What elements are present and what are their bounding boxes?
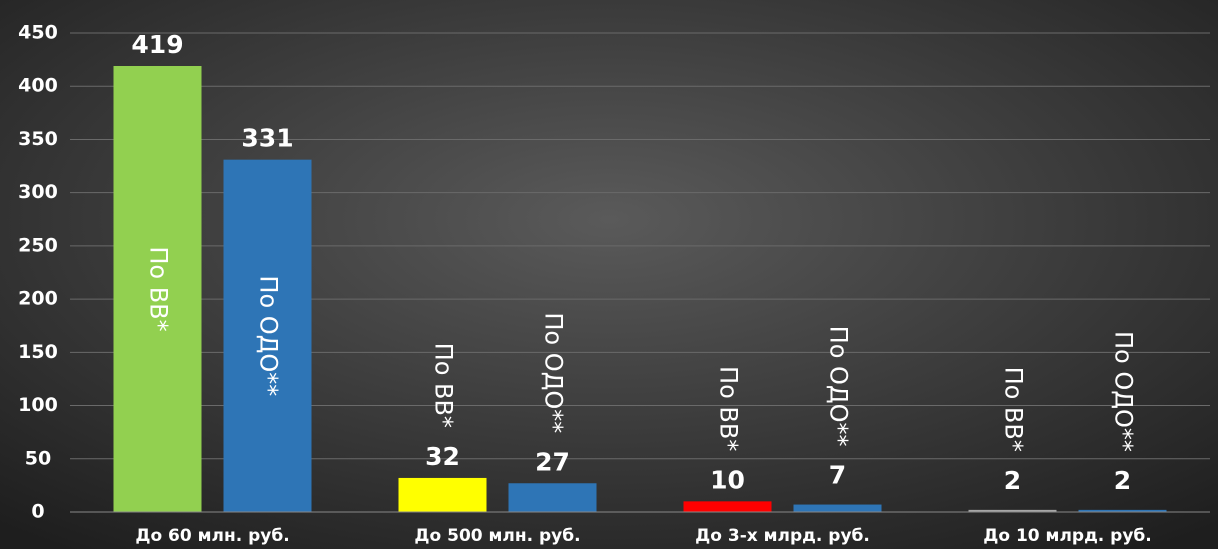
bar	[683, 501, 772, 512]
y-tick-label: 400	[18, 75, 58, 97]
bar	[793, 504, 882, 512]
value-label: 419	[131, 30, 183, 59]
value-label: 27	[535, 447, 570, 476]
series-label: По ВВ*	[145, 246, 173, 331]
value-label: 2	[1114, 466, 1131, 495]
y-tick-label: 50	[25, 447, 51, 469]
series-label: По ВВ*	[1000, 367, 1028, 452]
bar	[1078, 509, 1167, 512]
bar	[508, 483, 597, 512]
x-tick-label: До 3-х млрд. руб.	[695, 526, 870, 546]
bar	[968, 509, 1057, 512]
value-label: 331	[241, 124, 293, 153]
y-tick-label: 350	[18, 128, 58, 150]
value-label: 10	[710, 465, 745, 494]
y-tick-label: 450	[18, 22, 58, 44]
series-label: По ОДО**	[825, 326, 853, 447]
y-tick-label: 300	[18, 181, 58, 203]
value-label: 2	[1004, 466, 1021, 495]
bar	[398, 477, 487, 512]
series-label: По ОДО**	[1110, 331, 1138, 452]
x-tick-label: До 60 млн. руб.	[135, 526, 289, 546]
x-tick-label: До 10 млрд. руб.	[983, 526, 1152, 546]
series-label: По ВВ*	[430, 343, 458, 428]
y-tick-label: 250	[18, 234, 58, 256]
series-label: По ОДО**	[255, 275, 283, 396]
series-label: По ВВ*	[715, 366, 743, 451]
bar	[223, 159, 312, 512]
value-label: 7	[829, 461, 846, 490]
y-tick-label: 100	[18, 394, 58, 416]
y-tick-label: 0	[31, 501, 44, 523]
series-label: По ОДО**	[540, 312, 568, 433]
x-tick-label: До 500 млн. руб.	[414, 526, 580, 546]
value-label: 32	[425, 442, 460, 471]
y-tick-label: 150	[18, 341, 58, 363]
y-tick-label: 200	[18, 288, 58, 310]
bar	[113, 65, 202, 513]
